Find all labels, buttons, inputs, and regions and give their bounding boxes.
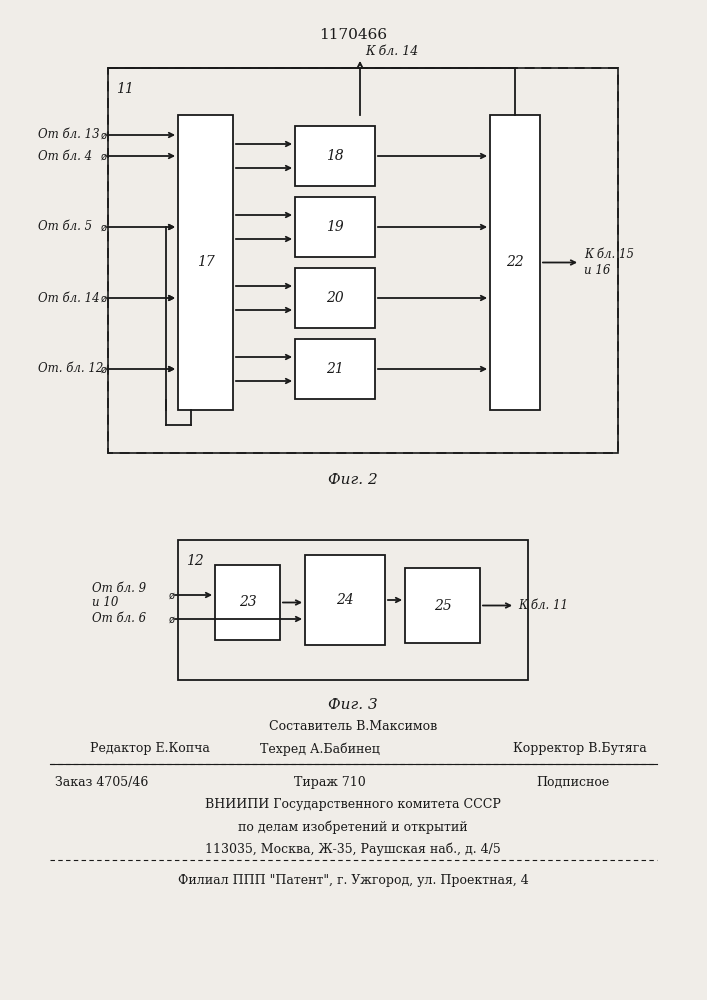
Text: Редактор Е.Копча: Редактор Е.Копча: [90, 742, 210, 755]
Bar: [108, 68, 618, 453]
Bar: [178, 115, 233, 410]
Text: От бл. 5: От бл. 5: [38, 221, 92, 233]
Text: ø: ø: [101, 294, 107, 304]
Text: ø: ø: [101, 131, 107, 141]
Bar: [305, 555, 385, 645]
Text: и 10: и 10: [92, 596, 118, 609]
Text: 24: 24: [336, 593, 354, 607]
Text: Фиг. 3: Фиг. 3: [328, 698, 378, 712]
Text: 20: 20: [326, 291, 344, 305]
Text: ø: ø: [169, 615, 175, 625]
Bar: [490, 115, 540, 410]
Text: От бл. 4: От бл. 4: [38, 149, 92, 162]
Text: Филиал ППП "Патент", г. Ужгород, ул. Проектная, 4: Филиал ППП "Патент", г. Ужгород, ул. Про…: [177, 874, 528, 887]
Text: ВНИИПИ Государственного комитета СССР: ВНИИПИ Государственного комитета СССР: [205, 798, 501, 811]
Text: по делам изобретений и открытий: по делам изобретений и открытий: [238, 820, 468, 834]
Text: К бл. 11: К бл. 11: [518, 599, 568, 612]
Text: и 16: и 16: [584, 264, 610, 277]
Text: Заказ 4705/46: Заказ 4705/46: [55, 776, 148, 789]
Text: Тираж 710: Тираж 710: [294, 776, 366, 789]
Bar: [295, 197, 375, 257]
Bar: [405, 568, 480, 643]
Text: Корректор В.Бутяга: Корректор В.Бутяга: [513, 742, 647, 755]
Text: 21: 21: [326, 362, 344, 376]
Text: 25: 25: [433, 598, 451, 612]
Bar: [295, 339, 375, 399]
Text: ø: ø: [169, 591, 175, 601]
Text: От бл. 9: От бл. 9: [92, 582, 146, 595]
Text: Техред А.Бабинец: Техред А.Бабинец: [260, 742, 380, 756]
Text: ø: ø: [101, 223, 107, 233]
Text: ø: ø: [101, 365, 107, 375]
Text: От бл. 13: От бл. 13: [38, 128, 100, 141]
Bar: [215, 565, 280, 640]
Bar: [295, 268, 375, 328]
Text: 19: 19: [326, 220, 344, 234]
Text: 11: 11: [116, 82, 134, 96]
Text: От бл. 14: От бл. 14: [38, 292, 100, 304]
Text: Подписное: Подписное: [537, 776, 610, 789]
Bar: [295, 126, 375, 186]
Text: От бл. 6: От бл. 6: [92, 612, 146, 626]
Text: 17: 17: [197, 255, 214, 269]
Text: 12: 12: [186, 554, 204, 568]
Text: 22: 22: [506, 255, 524, 269]
Text: 18: 18: [326, 149, 344, 163]
Text: ø: ø: [101, 152, 107, 162]
Text: К бл. 14: К бл. 14: [365, 45, 419, 58]
Bar: [108, 68, 618, 453]
Text: 23: 23: [239, 595, 257, 609]
Text: Фиг. 2: Фиг. 2: [328, 473, 378, 487]
Bar: [178, 540, 528, 680]
Text: 113035, Москва, Ж-35, Раушская наб., д. 4/5: 113035, Москва, Ж-35, Раушская наб., д. …: [205, 842, 501, 856]
Text: От. бл. 12: От. бл. 12: [38, 362, 103, 375]
Text: К бл. 15: К бл. 15: [584, 248, 634, 261]
Text: 1170466: 1170466: [319, 28, 387, 42]
Text: Составитель В.Максимов: Составитель В.Максимов: [269, 720, 437, 733]
